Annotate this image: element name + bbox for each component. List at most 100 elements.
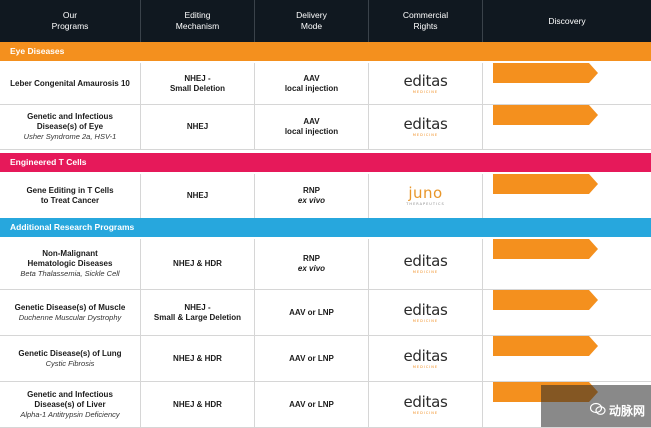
discovery-cell — [483, 239, 651, 289]
table-row: Gene Editing in T Cells to Treat Cancer N… — [0, 174, 651, 219]
mechanism-cell: NHEJ - Small Deletion — [141, 63, 255, 104]
editas-logo: editas MEDICINE — [403, 392, 448, 415]
header-cell: Discovery — [483, 0, 651, 42]
editas-subtitle: MEDICINE — [412, 318, 439, 323]
delivery-mode: AAV or LNP — [289, 353, 334, 363]
editas-logo: editas MEDICINE — [403, 346, 448, 369]
program-cell: Leber Congenital Amaurosis 10 — [0, 63, 141, 104]
program-cell: Gene Editing in T Cells to Treat Cancer — [0, 174, 141, 218]
delivery-cell: AAV local injection — [255, 63, 369, 104]
discovery-progress-arrow — [493, 290, 598, 310]
rights-cell: editas MEDICINE — [369, 382, 483, 427]
program-name: Genetic Disease(s) of Muscle — [14, 302, 126, 312]
discovery-cell — [483, 174, 651, 218]
discovery-progress-arrow — [493, 105, 598, 125]
mechanism-cell: NHEJ - Small & Large Deletion — [141, 290, 255, 335]
juno-wordmark: juno — [408, 184, 443, 202]
editas-subtitle: MEDICINE — [412, 410, 439, 415]
progress-arrow-shape — [493, 290, 598, 310]
section-header: Additional Research Programs — [0, 218, 651, 237]
program-name: Genetic and Infectious Disease(s) of Liv… — [27, 389, 113, 409]
rights-cell: editas MEDICINE — [369, 290, 483, 335]
program-indication: Beta Thalassemia, Sickle Cell — [20, 269, 120, 278]
editas-wordmark: editas — [403, 300, 448, 319]
editas-subtitle: MEDICINE — [412, 133, 439, 137]
program-name: Genetic Disease(s) of Lung — [18, 348, 122, 358]
delivery-cell: RNP ex vivo — [255, 174, 369, 218]
rights-cell: editas MEDICINE — [369, 239, 483, 289]
juno-subtitle: THERAPEUTICS — [406, 202, 445, 206]
discovery-progress-arrow — [493, 336, 598, 356]
discovery-cell — [483, 290, 651, 335]
watermark-backdrop — [541, 385, 651, 427]
wechat-icon — [589, 402, 606, 419]
progress-arrow-shape — [493, 336, 598, 356]
table-header: Our Programs Editing Mechanism Delivery Mo… — [0, 0, 651, 42]
delivery-cell: RNP ex vivo — [255, 239, 369, 289]
mechanism-cell: NHEJ & HDR — [141, 239, 255, 289]
program-cell: Genetic and Infectious Disease(s) of Eye… — [0, 105, 141, 149]
header-cell: Delivery Mode — [255, 0, 369, 42]
editas-logo: editas MEDICINE — [403, 71, 448, 94]
mechanism-text: NHEJ & HDR — [173, 259, 222, 268]
delivery-cell: AAV or LNP — [255, 290, 369, 335]
discovery-progress-arrow — [493, 174, 598, 194]
progress-arrow-shape — [493, 63, 598, 83]
discovery-cell — [483, 63, 651, 104]
editas-wordmark: editas — [403, 252, 448, 270]
mechanism-text: NHEJ — [186, 122, 209, 131]
program-indication: Alpha-1 Antitrypsin Deficiency — [20, 409, 120, 419]
header-cell: Editing Mechanism — [141, 0, 255, 42]
discovery-progress-arrow — [493, 63, 598, 83]
program-cell: Genetic Disease(s) of Lung Cystic Fibrosi… — [0, 336, 141, 381]
mechanism-text: NHEJ & HDR — [173, 353, 222, 363]
program-indication: Duchenne Muscular Dystrophy — [18, 312, 122, 322]
table-row: Leber Congenital Amaurosis 10 NHEJ - Smal… — [0, 63, 651, 105]
editas-wordmark: editas — [403, 346, 448, 365]
progress-arrow-shape — [493, 105, 598, 125]
discovery-cell — [483, 105, 651, 149]
delivery-detail: local injection — [284, 127, 339, 136]
table-row: Genetic Disease(s) of Muscle Duchenne Mus… — [0, 290, 651, 336]
mechanism-cell: NHEJ & HDR — [141, 382, 255, 427]
header-cell: Our Programs — [0, 0, 141, 42]
discovery-progress-arrow — [493, 239, 598, 259]
editas-subtitle: MEDICINE — [412, 270, 439, 274]
editas-logo: editas MEDICINE — [403, 117, 447, 138]
rights-cell: juno THERAPEUTICS — [369, 174, 483, 218]
program-name: Gene Editing in T Cells to Treat Cancer — [26, 186, 114, 205]
watermark-text: 动脉网 — [608, 404, 645, 418]
program-cell: Genetic Disease(s) of Muscle Duchenne Mus… — [0, 290, 141, 335]
delivery-cell: AAV or LNP — [255, 382, 369, 427]
section-header: Engineered T Cells — [0, 153, 651, 172]
program-indication: Usher Syndrome 2a, HSV-1 — [23, 132, 117, 141]
editas-wordmark: editas — [403, 71, 448, 90]
juno-logo: juno THERAPEUTICS — [406, 184, 445, 207]
table-row: Genetic and Infectious Disease(s) of Eye… — [0, 105, 651, 150]
program-cell: Genetic and Infectious Disease(s) of Liv… — [0, 382, 141, 427]
editas-logo: editas MEDICINE — [403, 252, 448, 275]
delivery-mode: AAV — [303, 117, 320, 126]
editas-logo: editas MEDICINE — [403, 300, 448, 323]
delivery-detail: ex vivo — [297, 264, 326, 273]
section-header: Eye Diseases — [0, 42, 651, 61]
header-cell: Commercial Rights — [369, 0, 483, 42]
table-row: Genetic Disease(s) of Lung Cystic Fibrosi… — [0, 336, 651, 382]
editas-subtitle: MEDICINE — [412, 89, 439, 94]
program-name: Genetic and Infectious Disease(s) of Eye — [27, 112, 113, 131]
rights-cell: editas MEDICINE — [369, 63, 483, 104]
delivery-detail: local injection — [284, 83, 339, 93]
table-row: Non-Malignant Hematologic Diseases Beta T… — [0, 239, 651, 290]
watermark: 动脉网 — [589, 402, 645, 419]
mechanism-text: NHEJ — [186, 191, 209, 200]
mechanism-text: NHEJ - Small Deletion — [169, 73, 226, 93]
delivery-cell: AAV or LNP — [255, 336, 369, 381]
program-name: Leber Congenital Amaurosis 10 — [10, 78, 130, 88]
mechanism-cell: NHEJ — [141, 174, 255, 218]
editas-wordmark: editas — [403, 392, 448, 411]
program-cell: Non-Malignant Hematologic Diseases Beta T… — [0, 239, 141, 289]
program-name: Non-Malignant Hematologic Diseases — [27, 249, 113, 268]
program-indication: Cystic Fibrosis — [45, 358, 95, 368]
delivery-mode: RNP — [303, 254, 320, 263]
rights-cell: editas MEDICINE — [369, 105, 483, 149]
